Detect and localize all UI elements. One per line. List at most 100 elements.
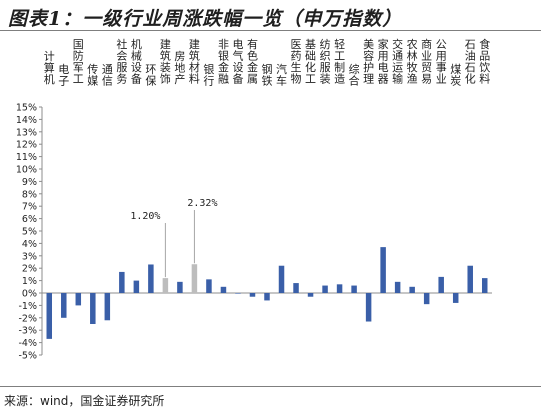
x-tick-label-char: 装	[320, 73, 331, 86]
bar-家用电器	[380, 247, 386, 293]
x-tick-label-char: 银	[203, 62, 214, 76]
x-tick-label-char: 会	[116, 50, 127, 63]
x-tick-label-char: 传	[87, 63, 98, 76]
y-tick-label: 1%	[22, 276, 37, 287]
bar-社会服务	[119, 271, 125, 293]
x-tick-label: 汽车	[276, 62, 287, 88]
x-tick-label-char: 车	[276, 74, 287, 88]
x-tick-label-char: 备	[232, 72, 243, 86]
x-tick-label-char: 煤	[450, 63, 461, 76]
x-tick-label-char: 电	[378, 61, 389, 74]
y-tick-label: 8%	[22, 189, 37, 200]
y-tick-label: 3%	[22, 251, 37, 262]
x-tick-label-char: 行	[203, 75, 214, 88]
bar-钢铁	[264, 293, 270, 301]
bar-有色金属	[249, 293, 256, 297]
bar-交通运输	[394, 281, 401, 293]
x-tick-label-char: 织	[320, 50, 331, 63]
x-tick-label: 通信	[102, 63, 113, 88]
bar-公用事业	[438, 276, 444, 293]
y-tick-label: 15%	[16, 103, 37, 114]
bar-建筑装饰	[162, 278, 169, 293]
x-tick-label-char: 设	[232, 61, 243, 74]
x-tick-label-char: 公	[436, 38, 447, 51]
x-tick-label-char: 地	[174, 62, 185, 75]
x-tick-label-char: 饰	[160, 72, 171, 86]
x-tick-label-char: 色	[247, 49, 258, 63]
bar-机械设备	[133, 280, 140, 293]
y-tick-label: -5%	[19, 351, 38, 362]
x-tick-label-char: 铁	[262, 75, 273, 88]
x-tick-label-char: 金	[247, 60, 258, 74]
x-tick-label-char: 军	[73, 61, 84, 74]
x-tick-label-char: 造	[334, 72, 345, 86]
y-tick-label: 12%	[16, 140, 37, 151]
x-tick-label-char: 炭	[450, 75, 461, 88]
bar-基础化工	[307, 293, 314, 297]
bar-食品饮料	[481, 278, 488, 293]
x-tick-label-char: 备	[131, 72, 142, 86]
x-tick-label-char: 物	[291, 72, 302, 86]
annotations: 1.20% 2.32%	[130, 198, 217, 278]
x-tick-label-char: 生	[291, 60, 302, 74]
x-tick-label-char: 家	[378, 37, 389, 51]
x-tick-label-char: 美	[363, 38, 374, 51]
x-tick-label-char: 用	[436, 50, 447, 63]
x-tick-label-char: 务	[116, 73, 127, 86]
bar-商业贸易	[423, 293, 430, 305]
x-tick-label-char: 制	[334, 61, 345, 74]
x-tick-label-char: 工	[334, 50, 345, 63]
x-tick-label-char: 饮	[479, 61, 490, 74]
bar-传媒	[90, 293, 96, 324]
x-tick-label-char: 食	[479, 37, 490, 51]
x-tick-label-char: 产	[174, 72, 185, 86]
x-tick-label-char: 保	[145, 74, 156, 88]
x-tick-label-char: 交	[392, 37, 403, 51]
y-tick-label: 5%	[22, 227, 37, 238]
bar-综合	[351, 285, 357, 293]
x-tick-label-char: 气	[232, 49, 243, 63]
x-tick-label-char: 防	[73, 49, 84, 63]
x-tick-label-char: 理	[363, 73, 374, 86]
bar-电气设备	[235, 293, 241, 294]
x-tick-label-char: 环	[145, 63, 156, 76]
x-tick-label-char: 纺	[320, 37, 331, 51]
x-tick-label-char: 设	[131, 61, 142, 74]
x-tick-label-char: 业	[421, 50, 432, 63]
x-tick-label-char: 械	[131, 49, 142, 63]
x-tick-label-char: 钢	[262, 63, 273, 76]
x-tick-label-char: 计	[44, 50, 55, 63]
x-tick-label-char: 算	[44, 61, 55, 75]
y-tick-label: 9%	[22, 177, 37, 188]
x-tick-label-char: 汽	[276, 62, 287, 76]
x-tick-label-char: 子	[58, 75, 69, 88]
x-tick-label-char: 医	[291, 38, 302, 51]
source-note: 来源：wind，国金证券研究所	[4, 394, 165, 408]
x-tick-label-char: 信	[102, 75, 113, 88]
x-tick-label-char: 牧	[407, 60, 418, 74]
footer-divider	[0, 386, 541, 387]
bar-chart: 计算机电子国防军工传媒通信社会服务机械设备环保建筑装饰房地产建筑材料银行非银金融…	[16, 37, 492, 362]
x-tick-label-char: 媒	[87, 75, 98, 88]
x-tick-label-char: 轻	[334, 37, 345, 51]
x-tick-label-char: 料	[189, 72, 200, 86]
x-tick-label: 环保	[145, 63, 156, 88]
x-tick-label-char: 化	[305, 60, 316, 74]
x-tick-label-char: 建	[189, 37, 200, 51]
x-tick-label-char: 贸	[421, 61, 432, 74]
y-tick-label: 4%	[22, 239, 37, 250]
x-tick-label-char: 融	[218, 73, 229, 86]
annotation-label: 2.32%	[187, 198, 217, 209]
title-divider	[0, 30, 541, 31]
x-tick-label-char: 容	[363, 49, 374, 63]
x-tick-label-char: 石	[465, 61, 476, 74]
